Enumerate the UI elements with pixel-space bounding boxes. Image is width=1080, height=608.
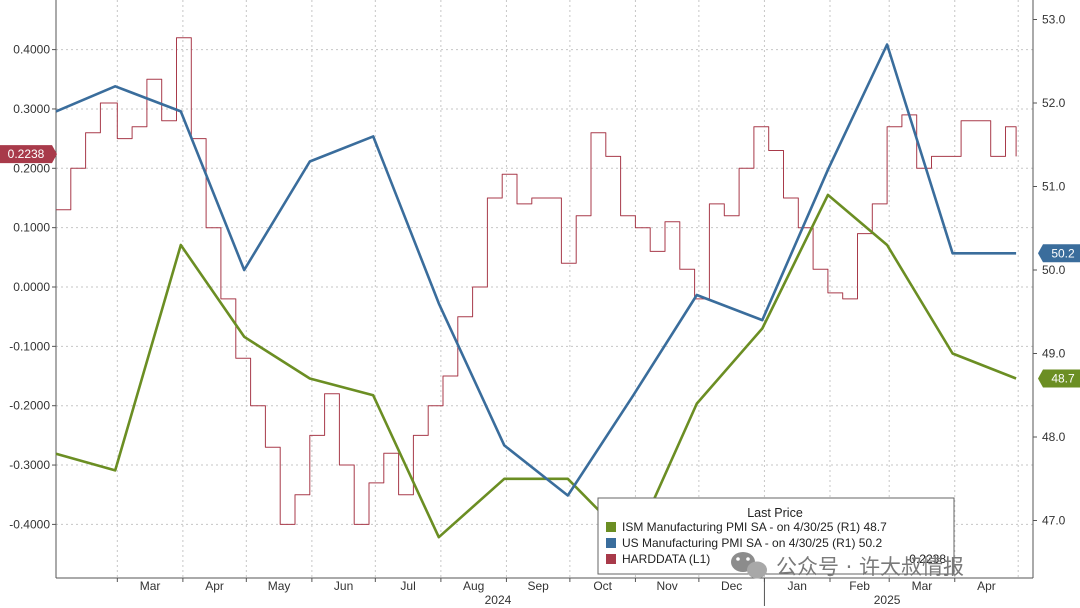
left-tick-label: 0.0000 [13, 280, 50, 294]
tag-harddata: 0.2238 [0, 145, 57, 164]
series-line-ism [55, 193, 1017, 547]
series-line-us [55, 43, 1017, 497]
tag-harddata-bg [0, 145, 57, 164]
legend-label-harddata: HARDDATA (L1) [622, 552, 710, 566]
value-tags: 0.2238 50.2 48.7 [0, 145, 1080, 388]
x-tick-label: Apr [977, 579, 996, 593]
left-tick-label: -0.2000 [9, 399, 50, 413]
watermark-text: 公众号 · 许大叔情报 [776, 555, 964, 579]
left-tick-label: -0.4000 [9, 517, 50, 531]
tag-us-pmi-text: 50.2 [1051, 246, 1075, 260]
wechat-icon [731, 552, 767, 579]
legend-label-ism: ISM Manufacturing PMI SA - on 4/30/25 (R… [622, 520, 887, 534]
tag-ism-pmi: 48.7 [1038, 369, 1080, 388]
legend-label-us: US Manufacturing PMI SA - on 4/30/25 (R1… [622, 536, 882, 550]
x-year-label: 2024 [485, 593, 512, 607]
right-tick-label: 48.0 [1042, 430, 1066, 444]
legend-title: Last Price [747, 506, 803, 520]
x-tick-label: May [268, 579, 291, 593]
left-tick-label: 0.1000 [13, 221, 50, 235]
x-tick-label: Nov [656, 579, 677, 593]
chart-legend: Last Price ISM Manufacturing PMI SA - on… [597, 497, 955, 575]
tag-us-pmi-bg [1038, 244, 1080, 263]
x-tick-label: Feb [849, 579, 870, 593]
x-tick-label: Jul [400, 579, 415, 593]
right-tick-label: 50.0 [1042, 263, 1066, 277]
right-tick-label: 49.0 [1042, 347, 1066, 361]
left-tick-label: 0.4000 [13, 43, 50, 57]
legend-swatch-us [606, 538, 616, 548]
left-tick-label: -0.1000 [9, 339, 50, 353]
series-line-harddata [56, 37, 1017, 525]
legend-swatch-ism [606, 522, 616, 532]
x-tick-label: Sep [527, 579, 549, 593]
tag-harddata-text: 0.2238 [8, 147, 45, 161]
chart-grid [56, 0, 1033, 578]
legend-value-harddata: 0.2238 [909, 552, 946, 566]
legend-swatch-harddata [606, 554, 616, 564]
x-tick-label: Dec [721, 579, 742, 593]
left-tick-label: -0.3000 [9, 458, 50, 472]
left-tick-label: 0.3000 [13, 102, 50, 116]
tag-ism-pmi-text: 48.7 [1051, 372, 1075, 386]
chart-axes: 0.4000 0.3000 0.2000 0.1000 0.0000 -0.1000 -0.… [9, 0, 1066, 607]
tag-ism-pmi-bg [1038, 369, 1080, 388]
tag-us-pmi: 50.2 [1038, 244, 1080, 263]
x-tick-label: Jan [788, 579, 807, 593]
x-tick-label: Apr [205, 579, 224, 593]
left-tick-label: 0.2000 [13, 161, 50, 175]
x-tick-label: Oct [593, 579, 612, 593]
x-tick-label: Jun [334, 579, 353, 593]
watermark: 公众号 · 许大叔情报 [731, 552, 964, 579]
legend-box [597, 497, 955, 575]
x-tick-label: Aug [463, 579, 484, 593]
right-tick-label: 53.0 [1042, 13, 1066, 27]
x-year-label: 2025 [874, 593, 901, 607]
x-tick-label: Mar [912, 579, 933, 593]
right-tick-label: 47.0 [1042, 514, 1066, 528]
right-tick-label: 51.0 [1042, 180, 1066, 194]
chart-series [55, 37, 1017, 547]
right-tick-label: 52.0 [1042, 96, 1066, 110]
x-tick-label: Mar [140, 579, 161, 593]
